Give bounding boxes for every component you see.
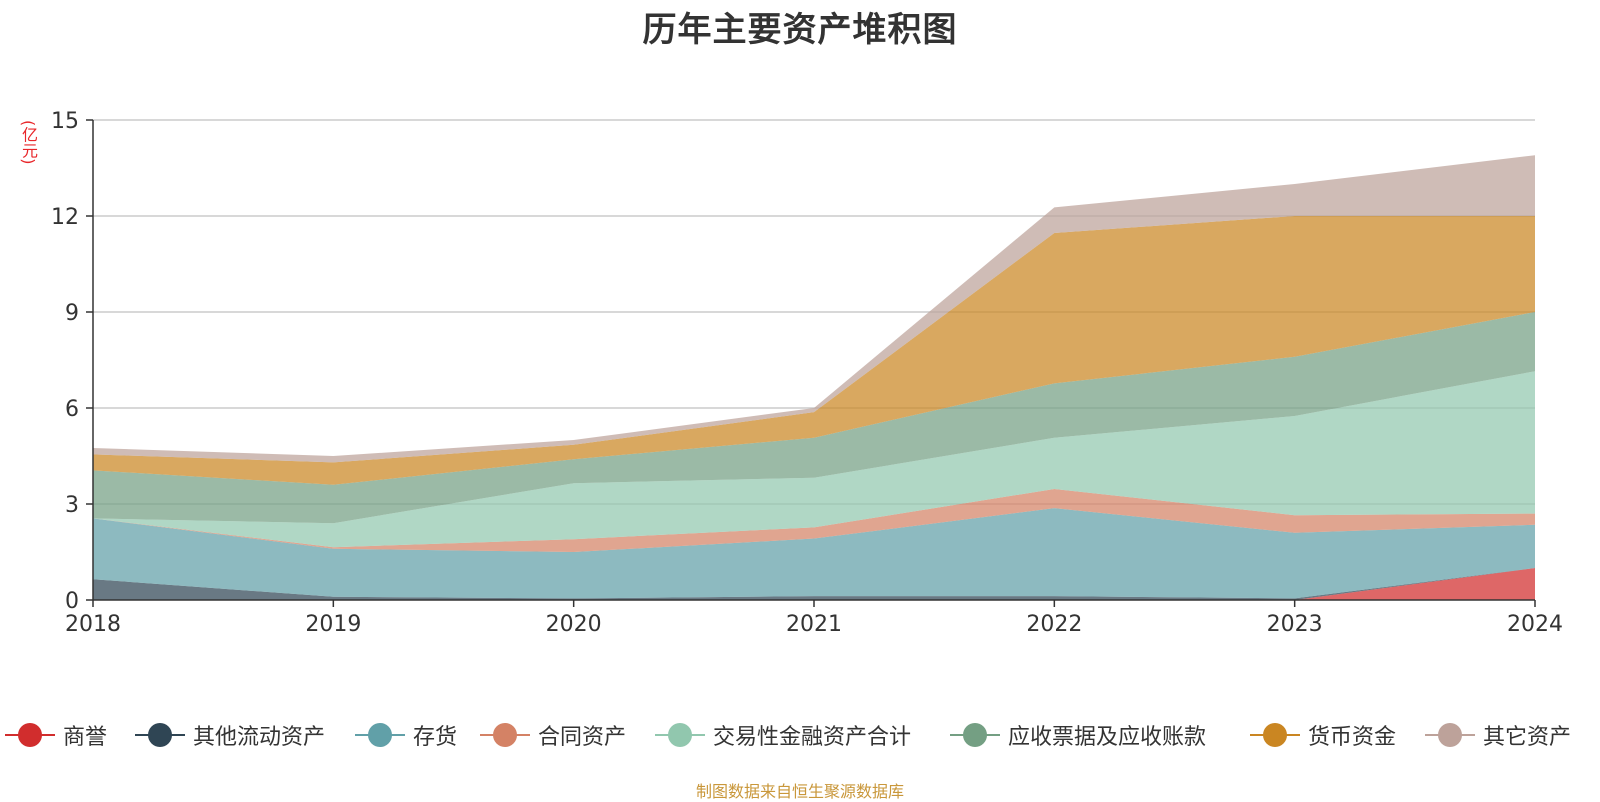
- legend-marker-icon: [1425, 718, 1475, 752]
- y-tick-label: 9: [65, 301, 79, 326]
- legend-label: 交易性金融资产合计: [713, 725, 912, 750]
- legend-item[interactable]: 合同资产: [480, 718, 626, 752]
- x-tick-label: 2021: [786, 612, 842, 637]
- y-axis-unit-label: (亿元): [19, 120, 38, 165]
- legend-item[interactable]: 其他流动资产: [135, 718, 325, 752]
- legend-item[interactable]: 应收票据及应收账款: [950, 718, 1206, 752]
- area-series-0: [93, 568, 1535, 600]
- legend-item[interactable]: 其它资产: [1425, 718, 1571, 752]
- legend-marker-icon: [950, 718, 1000, 752]
- legend-item[interactable]: 交易性金融资产合计: [655, 718, 911, 752]
- area-series-3: [93, 488, 1535, 552]
- legend-label: 货币资金: [1308, 725, 1397, 750]
- x-tick-label: 2022: [1026, 612, 1082, 637]
- data-source-footer: 制图数据来自恒生聚源数据库: [695, 782, 904, 801]
- legend-marker-icon: [480, 718, 530, 752]
- legend-label: 应收票据及应收账款: [1008, 725, 1207, 750]
- y-tick-label: 15: [51, 109, 79, 134]
- chart-title: 历年主要资产堆积图: [642, 10, 958, 50]
- legend-marker-icon: [355, 718, 405, 752]
- area-series-2: [93, 508, 1535, 599]
- area-series-1: [93, 568, 1535, 600]
- legend-marker-icon: [135, 718, 185, 752]
- legend-item[interactable]: 货币资金: [1250, 718, 1396, 752]
- legend-label: 其他流动资产: [193, 725, 326, 750]
- x-tick-label: 2019: [305, 612, 361, 637]
- area-series-4: [93, 371, 1535, 548]
- legend-item[interactable]: 存货: [355, 718, 457, 752]
- legend-label: 合同资产: [538, 725, 627, 750]
- y-tick-label: 0: [65, 589, 79, 614]
- legend-item[interactable]: 商誉: [5, 718, 107, 752]
- x-tick-label: 2018: [65, 612, 121, 637]
- y-tick-label: 3: [65, 493, 79, 518]
- legend-marker-icon: [655, 718, 705, 752]
- area-series-5: [93, 312, 1535, 524]
- legend-label: 存货: [413, 725, 458, 750]
- x-tick-label: 2024: [1507, 612, 1563, 637]
- y-tick-label: 6: [65, 397, 79, 422]
- y-tick-label: 12: [51, 205, 79, 230]
- chart-legend: 商誉 其他流动资产 存货 合同资产 交易性金融资产合计 应收票据及应收账款 货币资金 其它资产: [0, 718, 1600, 752]
- legend-label: 商誉: [63, 725, 108, 750]
- stacked-area-chart: 0 3 6 9 12 15 2018 2019 2020 2021 2022 2023 2024: [51, 109, 1563, 637]
- x-tick-label: 2020: [546, 612, 602, 637]
- legend-marker-icon: [5, 718, 55, 752]
- x-tick-label: 2023: [1267, 612, 1323, 637]
- legend-label: 其它资产: [1483, 725, 1572, 750]
- area-series-6: [93, 216, 1535, 485]
- legend-marker-icon: [1250, 718, 1300, 752]
- area-series-7: [93, 155, 1535, 463]
